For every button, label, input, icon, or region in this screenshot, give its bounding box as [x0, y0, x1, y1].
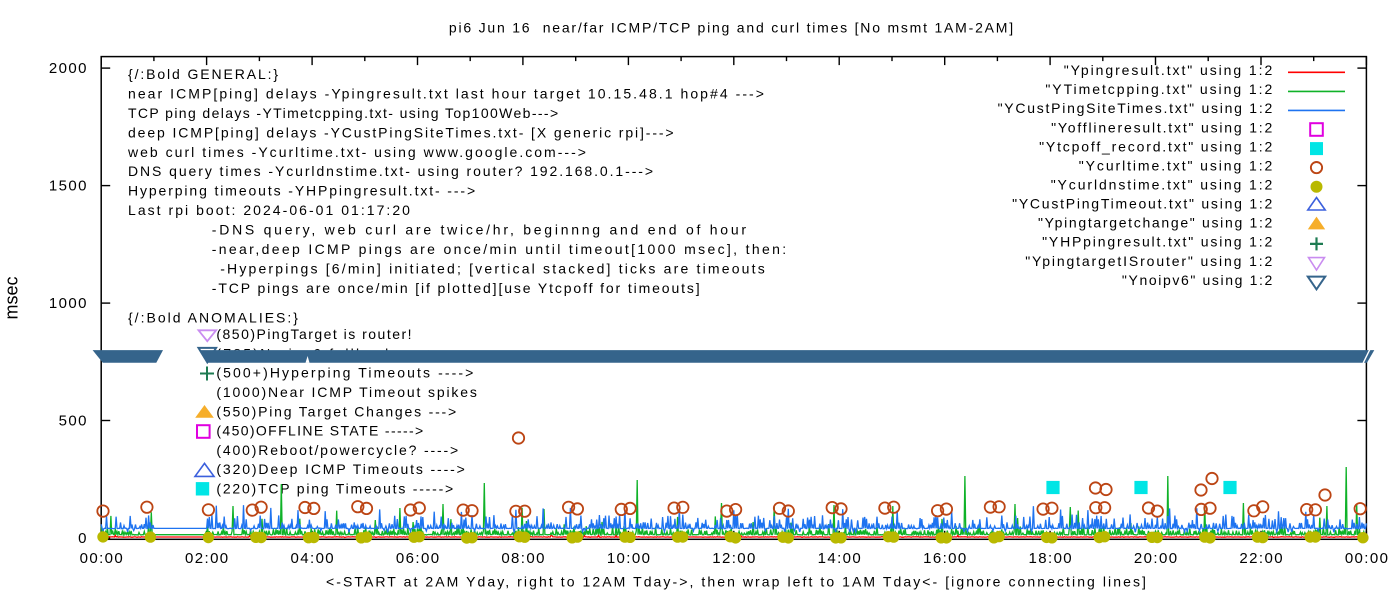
svg-text:0: 0	[78, 530, 86, 547]
svg-text:00:00: 00:00	[80, 550, 125, 567]
svg-text:(320)Deep ICMP Timeouts ---->: (320)Deep ICMP Timeouts ---->	[216, 461, 466, 477]
svg-text:16:00: 16:00	[923, 550, 968, 567]
svg-text:1000: 1000	[49, 295, 88, 312]
svg-text:Hyperping timeouts -YHPpingres: Hyperping timeouts -YHPpingresult.txt- -…	[128, 183, 477, 199]
svg-text:{/:Bold GENERAL:}: {/:Bold GENERAL:}	[128, 66, 280, 82]
svg-text:"YCustPingTimeout.txt" using 1: "YCustPingTimeout.txt" using 1:2	[1012, 196, 1274, 212]
svg-text:"Ycurldnstime.txt" using 1:2: "Ycurldnstime.txt" using 1:2	[1051, 177, 1275, 193]
svg-text:(850)PingTarget is router!: (850)PingTarget is router!	[216, 326, 413, 342]
svg-text:(400)Reboot/powercycle? ---->: (400)Reboot/powercycle? ---->	[216, 442, 460, 458]
svg-text:"Ynoipv6" using 1:2: "Ynoipv6" using 1:2	[1122, 272, 1274, 288]
svg-text:(220)TCP ping Timeouts ----->: (220)TCP ping Timeouts ----->	[216, 480, 455, 496]
svg-text:deep ICMP[ping] delays -YCustP: deep ICMP[ping] delays -YCustPingSiteTim…	[128, 124, 676, 140]
svg-text:"Ytcpoff_record.txt" using 1:2: "Ytcpoff_record.txt" using 1:2	[1039, 138, 1274, 154]
svg-text:08:00: 08:00	[501, 550, 546, 567]
svg-text:-near,deep ICMP pings are once: -near,deep ICMP pings are once/min until…	[212, 241, 789, 257]
svg-text:14:00: 14:00	[818, 550, 863, 567]
svg-text:(1000)Near ICMP Timeout spikes: (1000)Near ICMP Timeout spikes	[216, 384, 478, 400]
svg-text:pi6 Jun 16 near/far ICMP/TCP: pi6 Jun 16 near/far ICMP/TCP ping and cu…	[449, 20, 1015, 36]
svg-text:(450)OFFLINE STATE ----->: (450)OFFLINE STATE ----->	[216, 423, 424, 439]
svg-text:TCP ping delays -YTimetcpping.: TCP ping delays -YTimetcpping.txt- using…	[128, 105, 560, 121]
svg-text:"YCustPingSiteTimes.txt" using: "YCustPingSiteTimes.txt" using 1:2	[998, 100, 1274, 116]
svg-text:18:00: 18:00	[1029, 550, 1074, 567]
svg-text:1500: 1500	[49, 178, 88, 195]
svg-text:-Hyperpings [6/min] initiated;: -Hyperpings [6/min] initiated; [vertical…	[220, 261, 767, 277]
svg-text:Last rpi boot: 2024-06-01 01:1: Last rpi boot: 2024-06-01 01:17:20	[128, 202, 412, 218]
svg-text:"Yofflineresult.txt" using 1:2: "Yofflineresult.txt" using 1:2	[1051, 119, 1274, 135]
svg-text:"YTimetcpping.txt" using 1:2: "YTimetcpping.txt" using 1:2	[1045, 81, 1274, 97]
svg-text:near ICMP[ping] delays -Ypingr: near ICMP[ping] delays -Ypingresult.txt …	[128, 86, 766, 102]
svg-text:msec: msec	[2, 276, 22, 319]
svg-text:-TCP pings are once/min [if pl: -TCP pings are once/min [if plotted][use…	[212, 280, 702, 296]
svg-text:(550)Ping Target Changes --->: (550)Ping Target Changes --->	[216, 403, 458, 419]
svg-text:DNS query times -Ycurldnstime.: DNS query times -Ycurldnstime.txt- using…	[128, 163, 655, 179]
svg-text:20:00: 20:00	[1134, 550, 1179, 567]
svg-text:web curl times -Ycurltime.txt-: web curl times -Ycurltime.txt- using www…	[127, 144, 588, 160]
svg-text:04:00: 04:00	[291, 550, 336, 567]
svg-text:"YpingtargetISrouter" using 1:: "YpingtargetISrouter" using 1:2	[1025, 253, 1274, 269]
svg-text:00:00: 00:00	[1345, 550, 1390, 567]
svg-text:22:00: 22:00	[1239, 550, 1284, 567]
svg-text:"Ycurltime.txt" using 1:2: "Ycurltime.txt" using 1:2	[1079, 157, 1274, 173]
svg-text:"YHPpingresult.txt" using 1:2: "YHPpingresult.txt" using 1:2	[1042, 234, 1274, 250]
svg-text:"Ypingtargetchange" using 1:2: "Ypingtargetchange" using 1:2	[1038, 215, 1274, 231]
svg-text:06:00: 06:00	[396, 550, 441, 567]
svg-text:"Ypingresult.txt" using 1:2: "Ypingresult.txt" using 1:2	[1064, 62, 1274, 78]
svg-text:(500+)Hyperping Timeouts ---->: (500+)Hyperping Timeouts ---->	[216, 365, 475, 381]
svg-text:12:00: 12:00	[712, 550, 757, 567]
svg-text:500: 500	[59, 413, 88, 430]
svg-text:{/:Bold ANOMALIES:}: {/:Bold ANOMALIES:}	[128, 309, 300, 325]
svg-text:2000: 2000	[49, 60, 88, 77]
svg-text:02:00: 02:00	[185, 550, 230, 567]
svg-text:10:00: 10:00	[607, 550, 652, 567]
svg-text:-DNS query, web curl are twice: -DNS query, web curl are twice/hr, begin…	[212, 222, 749, 238]
svg-text:<-START at 2AM Yday, right to: <-START at 2AM Yday, right to 12AM Tday-…	[326, 573, 1148, 589]
